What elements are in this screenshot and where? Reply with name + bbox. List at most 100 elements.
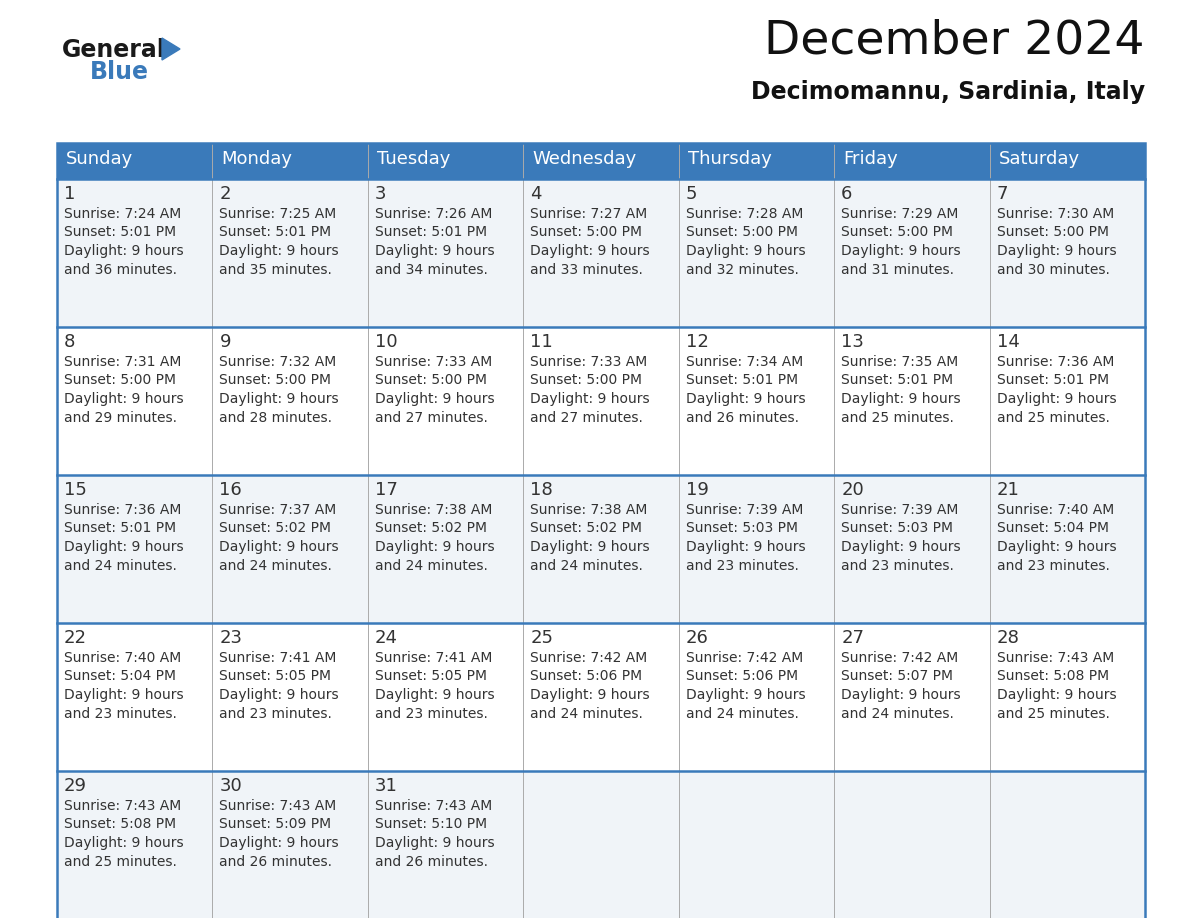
Text: Sunset: 5:02 PM: Sunset: 5:02 PM: [220, 521, 331, 535]
Text: Daylight: 9 hours: Daylight: 9 hours: [997, 392, 1117, 406]
Text: and 24 minutes.: and 24 minutes.: [375, 558, 488, 573]
Text: 14: 14: [997, 333, 1019, 351]
Text: and 32 minutes.: and 32 minutes.: [685, 263, 798, 276]
Text: 10: 10: [375, 333, 398, 351]
Text: 23: 23: [220, 629, 242, 647]
Text: Sunrise: 7:36 AM: Sunrise: 7:36 AM: [997, 355, 1114, 369]
Text: Daylight: 9 hours: Daylight: 9 hours: [64, 244, 184, 258]
Text: Sunrise: 7:38 AM: Sunrise: 7:38 AM: [375, 503, 492, 517]
Text: and 35 minutes.: and 35 minutes.: [220, 263, 333, 276]
Text: Decimomannu, Sardinia, Italy: Decimomannu, Sardinia, Italy: [751, 80, 1145, 104]
Text: Daylight: 9 hours: Daylight: 9 hours: [64, 836, 184, 850]
Text: Sunset: 5:00 PM: Sunset: 5:00 PM: [685, 226, 797, 240]
Bar: [57, 475, 1145, 623]
Text: Sunset: 5:03 PM: Sunset: 5:03 PM: [685, 521, 797, 535]
Text: Sunrise: 7:26 AM: Sunrise: 7:26 AM: [375, 207, 492, 221]
Text: and 23 minutes.: and 23 minutes.: [375, 707, 488, 721]
Bar: [57, 143, 1145, 179]
Text: Sunrise: 7:41 AM: Sunrise: 7:41 AM: [375, 651, 492, 665]
Text: 12: 12: [685, 333, 708, 351]
Text: Sunrise: 7:43 AM: Sunrise: 7:43 AM: [375, 799, 492, 813]
Text: and 36 minutes.: and 36 minutes.: [64, 263, 177, 276]
Text: Monday: Monday: [221, 150, 292, 168]
Text: Daylight: 9 hours: Daylight: 9 hours: [375, 244, 494, 258]
Text: Sunrise: 7:33 AM: Sunrise: 7:33 AM: [375, 355, 492, 369]
Text: 5: 5: [685, 185, 697, 203]
Text: 7: 7: [997, 185, 1009, 203]
Text: Sunrise: 7:39 AM: Sunrise: 7:39 AM: [841, 503, 959, 517]
Text: Daylight: 9 hours: Daylight: 9 hours: [997, 688, 1117, 702]
Text: Sunset: 5:04 PM: Sunset: 5:04 PM: [64, 669, 176, 684]
Text: Daylight: 9 hours: Daylight: 9 hours: [64, 688, 184, 702]
Text: Daylight: 9 hours: Daylight: 9 hours: [220, 540, 339, 554]
Text: Sunset: 5:00 PM: Sunset: 5:00 PM: [530, 374, 643, 387]
Text: Daylight: 9 hours: Daylight: 9 hours: [841, 392, 961, 406]
Text: Sunset: 5:00 PM: Sunset: 5:00 PM: [375, 374, 487, 387]
Text: General: General: [62, 38, 166, 62]
Text: Sunrise: 7:40 AM: Sunrise: 7:40 AM: [997, 503, 1114, 517]
Text: Sunset: 5:04 PM: Sunset: 5:04 PM: [997, 521, 1108, 535]
Text: Sunrise: 7:30 AM: Sunrise: 7:30 AM: [997, 207, 1114, 221]
Text: and 34 minutes.: and 34 minutes.: [375, 263, 488, 276]
Text: and 24 minutes.: and 24 minutes.: [841, 707, 954, 721]
Text: and 25 minutes.: and 25 minutes.: [841, 410, 954, 424]
Text: and 30 minutes.: and 30 minutes.: [997, 263, 1110, 276]
Text: Sunrise: 7:29 AM: Sunrise: 7:29 AM: [841, 207, 959, 221]
Text: Sunset: 5:08 PM: Sunset: 5:08 PM: [64, 818, 176, 832]
Text: Sunrise: 7:43 AM: Sunrise: 7:43 AM: [997, 651, 1114, 665]
Polygon shape: [162, 38, 181, 60]
Text: and 23 minutes.: and 23 minutes.: [997, 558, 1110, 573]
Text: Daylight: 9 hours: Daylight: 9 hours: [685, 540, 805, 554]
Text: and 24 minutes.: and 24 minutes.: [220, 558, 333, 573]
Text: and 23 minutes.: and 23 minutes.: [685, 558, 798, 573]
Text: Sunset: 5:01 PM: Sunset: 5:01 PM: [64, 521, 176, 535]
Text: Sunrise: 7:43 AM: Sunrise: 7:43 AM: [220, 799, 336, 813]
Text: Sunset: 5:08 PM: Sunset: 5:08 PM: [997, 669, 1108, 684]
Text: Daylight: 9 hours: Daylight: 9 hours: [841, 244, 961, 258]
Text: Sunset: 5:00 PM: Sunset: 5:00 PM: [530, 226, 643, 240]
Text: Sunrise: 7:34 AM: Sunrise: 7:34 AM: [685, 355, 803, 369]
Text: Sunrise: 7:40 AM: Sunrise: 7:40 AM: [64, 651, 182, 665]
Text: Daylight: 9 hours: Daylight: 9 hours: [841, 688, 961, 702]
Text: and 27 minutes.: and 27 minutes.: [375, 410, 488, 424]
Text: Sunset: 5:00 PM: Sunset: 5:00 PM: [220, 374, 331, 387]
Text: 29: 29: [64, 777, 87, 795]
Text: Daylight: 9 hours: Daylight: 9 hours: [685, 688, 805, 702]
Bar: [57, 623, 1145, 771]
Text: and 25 minutes.: and 25 minutes.: [997, 707, 1110, 721]
Text: 20: 20: [841, 481, 864, 499]
Text: Tuesday: Tuesday: [377, 150, 450, 168]
Text: 8: 8: [64, 333, 75, 351]
Text: 26: 26: [685, 629, 708, 647]
Text: Sunrise: 7:25 AM: Sunrise: 7:25 AM: [220, 207, 336, 221]
Text: Sunset: 5:01 PM: Sunset: 5:01 PM: [997, 374, 1108, 387]
Text: Sunrise: 7:31 AM: Sunrise: 7:31 AM: [64, 355, 182, 369]
Text: and 28 minutes.: and 28 minutes.: [220, 410, 333, 424]
Text: Sunset: 5:09 PM: Sunset: 5:09 PM: [220, 818, 331, 832]
Text: Sunrise: 7:39 AM: Sunrise: 7:39 AM: [685, 503, 803, 517]
Text: Sunset: 5:07 PM: Sunset: 5:07 PM: [841, 669, 953, 684]
Text: Sunset: 5:06 PM: Sunset: 5:06 PM: [530, 669, 643, 684]
Text: Saturday: Saturday: [999, 150, 1080, 168]
Text: Sunrise: 7:33 AM: Sunrise: 7:33 AM: [530, 355, 647, 369]
Text: 13: 13: [841, 333, 864, 351]
Bar: [57, 179, 1145, 327]
Text: Daylight: 9 hours: Daylight: 9 hours: [530, 540, 650, 554]
Text: and 26 minutes.: and 26 minutes.: [375, 855, 488, 868]
Text: Sunrise: 7:42 AM: Sunrise: 7:42 AM: [841, 651, 959, 665]
Text: and 31 minutes.: and 31 minutes.: [841, 263, 954, 276]
Text: Sunset: 5:00 PM: Sunset: 5:00 PM: [997, 226, 1108, 240]
Text: Daylight: 9 hours: Daylight: 9 hours: [997, 244, 1117, 258]
Text: 2: 2: [220, 185, 230, 203]
Text: 3: 3: [375, 185, 386, 203]
Text: Sunset: 5:01 PM: Sunset: 5:01 PM: [64, 226, 176, 240]
Text: Sunset: 5:01 PM: Sunset: 5:01 PM: [841, 374, 953, 387]
Text: Sunset: 5:05 PM: Sunset: 5:05 PM: [375, 669, 487, 684]
Text: 27: 27: [841, 629, 864, 647]
Text: Sunrise: 7:35 AM: Sunrise: 7:35 AM: [841, 355, 959, 369]
Text: Sunrise: 7:43 AM: Sunrise: 7:43 AM: [64, 799, 182, 813]
Text: and 29 minutes.: and 29 minutes.: [64, 410, 177, 424]
Text: Sunset: 5:01 PM: Sunset: 5:01 PM: [375, 226, 487, 240]
Bar: [57, 143, 1145, 918]
Text: Sunset: 5:01 PM: Sunset: 5:01 PM: [685, 374, 798, 387]
